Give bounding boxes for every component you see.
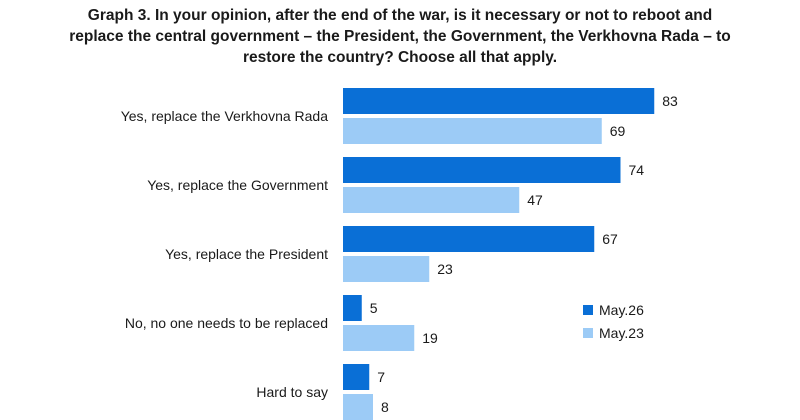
data-label: 67	[602, 231, 618, 247]
data-label: 19	[422, 330, 438, 346]
category-label: Yes, replace the President	[165, 246, 328, 262]
data-label: 69	[610, 123, 626, 139]
data-label: 7	[377, 369, 385, 385]
legend-label: May.26	[599, 302, 644, 318]
bar	[343, 88, 655, 114]
category-label: Yes, replace the Government	[147, 177, 328, 193]
data-label: 8	[381, 399, 389, 415]
bar	[343, 394, 373, 420]
legend-swatch	[583, 328, 593, 338]
category-label: Hard to say	[256, 384, 328, 400]
data-label: 5	[370, 300, 378, 316]
bar	[343, 256, 430, 282]
chart-title: Graph 3. In your opinion, after the end …	[69, 7, 731, 66]
data-label: 83	[662, 93, 678, 109]
data-label: 47	[527, 192, 543, 208]
data-label: 23	[437, 261, 453, 277]
bar	[343, 325, 415, 351]
bar	[343, 226, 595, 252]
bar	[343, 187, 520, 213]
legend-label: May.23	[599, 325, 644, 341]
data-label: 74	[629, 162, 645, 178]
category-label: No, no one needs to be replaced	[125, 315, 328, 331]
bar	[343, 295, 362, 321]
legend-swatch	[583, 305, 593, 315]
bar	[343, 157, 621, 183]
category-label: Yes, replace the Verkhovna Rada	[121, 108, 329, 124]
bar	[343, 364, 370, 390]
bar	[343, 118, 602, 144]
